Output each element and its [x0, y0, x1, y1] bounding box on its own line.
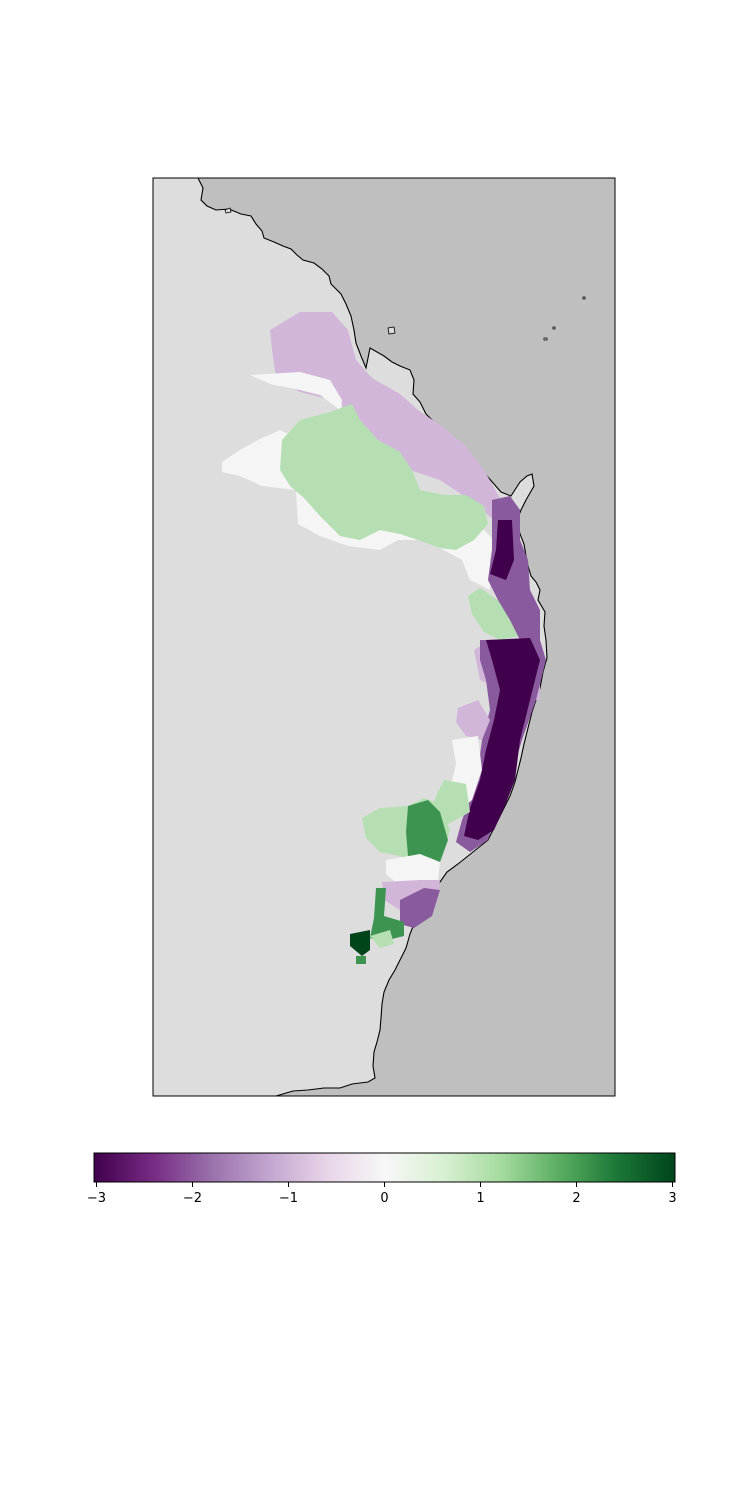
map-frame: [152, 177, 616, 1097]
colorbar-tick-label: −2: [183, 1191, 202, 1206]
island: [552, 326, 556, 330]
colorbar-tick-label: −1: [279, 1191, 298, 1206]
offshore-islands: [224, 207, 586, 341]
colorbar-tick-label: 3: [668, 1191, 676, 1206]
raster-region: [356, 956, 366, 964]
map-axes: [152, 177, 616, 1097]
colorbar-tick-label: −3: [87, 1191, 106, 1206]
raster-region: [490, 520, 514, 580]
island: [387, 326, 396, 335]
raster-region: [280, 404, 488, 550]
raster-region: [468, 588, 520, 640]
colorbar-tick-label: 0: [380, 1191, 388, 1206]
raster-region: [350, 930, 370, 956]
island: [582, 296, 586, 300]
raster-region: [400, 888, 440, 928]
colorbar-tick-label: 1: [476, 1191, 484, 1206]
colorbar-tick-label: 2: [572, 1191, 580, 1206]
colorbar: −3 −2 −1 0 1 2 3: [87, 1152, 677, 1206]
raster-region: [464, 638, 540, 840]
island: [543, 337, 548, 341]
raster-region: [370, 930, 394, 948]
land-area: [153, 178, 547, 1096]
raster-region: [456, 700, 490, 740]
raster-region: [386, 854, 440, 888]
colorbar-gradient: [94, 1153, 675, 1182]
raster-region: [406, 800, 448, 866]
value-raster: [222, 312, 546, 964]
island: [224, 207, 232, 214]
raster-region: [270, 312, 500, 520]
raster-region: [370, 888, 404, 942]
colorbar-ticks: −3 −2 −1 0 1 2 3: [87, 1182, 677, 1206]
